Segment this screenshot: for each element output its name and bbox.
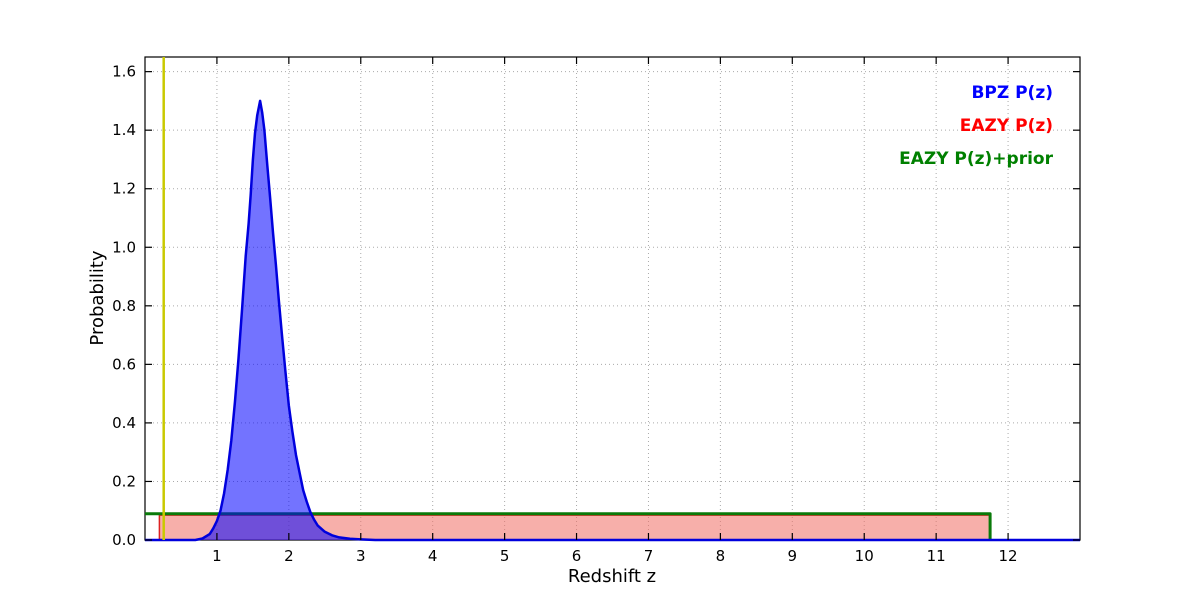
series-fill-eazy-p-z- bbox=[145, 515, 1080, 540]
y-tick-label: 0.8 bbox=[112, 297, 136, 315]
x-tick-label: 9 bbox=[788, 547, 798, 565]
series-fill-bpz-p-z- bbox=[145, 100, 1080, 541]
tick-labels: 1 2 3 4 5 6 7 8 9 10 11 120.00.20.40.60.81.01.21.41… bbox=[112, 63, 1017, 565]
data-series bbox=[145, 57, 1080, 542]
y-tick-label: 0.6 bbox=[112, 355, 136, 373]
y-tick-label: 0.2 bbox=[112, 472, 136, 490]
x-tick-label: 7 bbox=[644, 547, 654, 565]
x-tick-label: 12 bbox=[999, 547, 1018, 565]
x-tick-label: 6 bbox=[572, 547, 582, 565]
x-axis-label: Redshift z bbox=[568, 566, 656, 587]
series-line-bpz-p-z- bbox=[145, 99, 1080, 542]
x-tick-label: 11 bbox=[927, 547, 946, 565]
y-tick-label: 0.4 bbox=[112, 414, 136, 432]
y-tick-label: 1.2 bbox=[112, 180, 136, 198]
series-line-eazy-p-z-prior bbox=[145, 512, 992, 540]
gridlines bbox=[145, 57, 1080, 541]
y-tick-label: 1.4 bbox=[112, 121, 136, 139]
legend: BPZ P(z) EAZY P(z) EAZY P(z)+prior bbox=[899, 83, 1054, 169]
x-tick-label: 5 bbox=[500, 547, 510, 565]
y-tick-label: 1.0 bbox=[112, 238, 136, 256]
x-tick-label: 8 bbox=[716, 547, 726, 565]
x-tick-label: 2 bbox=[284, 547, 294, 565]
x-tick-label: 4 bbox=[428, 547, 438, 565]
legend-entry: EAZY P(z) bbox=[960, 116, 1053, 136]
y-tick-label: 0.0 bbox=[112, 531, 136, 549]
axis-ticks bbox=[145, 57, 1080, 541]
legend-entry: EAZY P(z)+prior bbox=[899, 149, 1054, 169]
x-tick-label: 3 bbox=[356, 547, 366, 565]
y-tick-label: 1.6 bbox=[112, 63, 136, 81]
x-tick-label: 1 bbox=[212, 547, 222, 565]
legend-entry: BPZ P(z) bbox=[971, 83, 1053, 103]
x-tick-label: 10 bbox=[855, 547, 874, 565]
y-axis-label: Probability bbox=[87, 250, 108, 345]
